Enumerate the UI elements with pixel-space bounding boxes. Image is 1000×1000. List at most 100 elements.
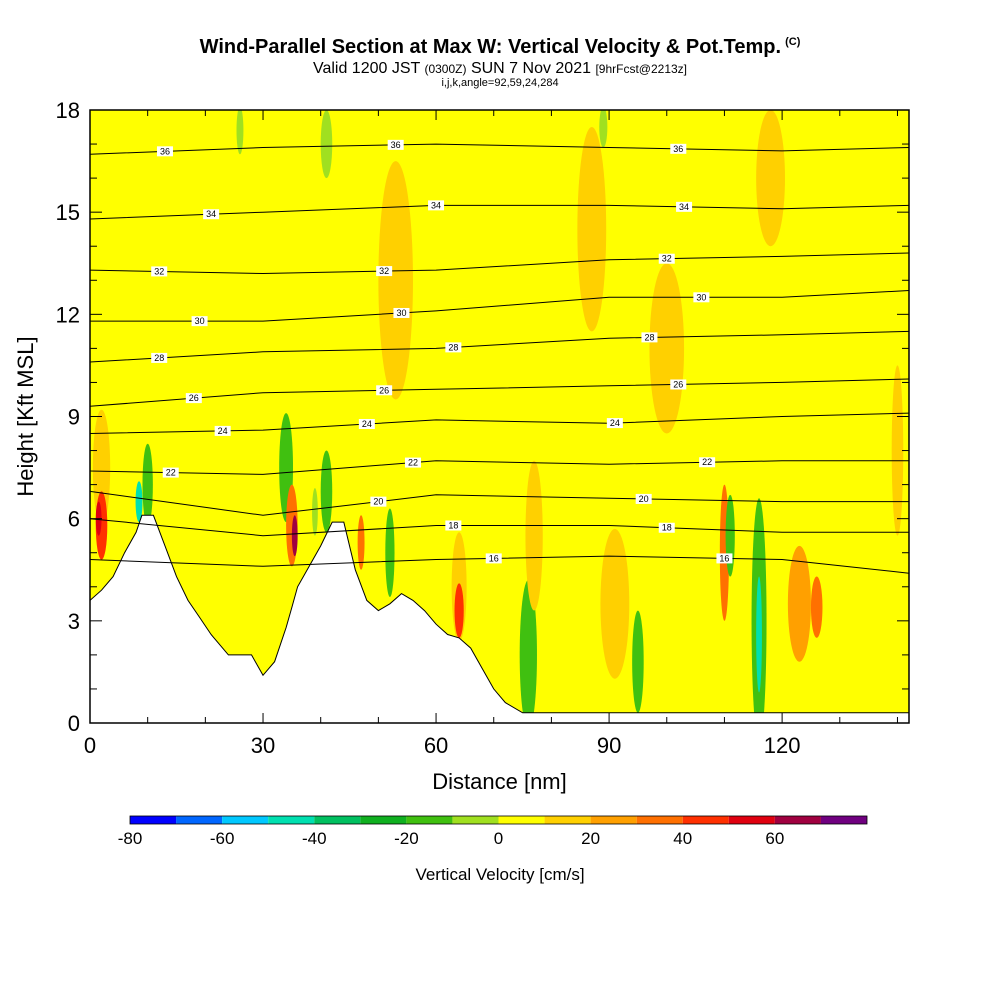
forecast-info: [9hrFcst@2213z] (595, 62, 688, 76)
utc-time: (0300Z) (424, 62, 467, 76)
contour-label-16-1: 16 (719, 553, 729, 563)
contour-label-18-0: 18 (448, 520, 458, 530)
colorbar-label-40: 40 (673, 829, 692, 848)
contour-label-26-0: 26 (189, 393, 199, 403)
theta-contour-22 (90, 460, 909, 475)
velocity-plume-24 (810, 576, 823, 638)
colorbar-swatch--30 (360, 816, 407, 824)
theta-contour-34 (90, 204, 909, 220)
valid-date: SUN 7 Nov 2021 (470, 60, 591, 77)
velocity-plume-16 (525, 460, 543, 611)
contour-label-bg-30-0 (191, 316, 208, 327)
colorbar-swatch--40 (314, 816, 361, 824)
contour-label-28-0: 28 (154, 353, 164, 363)
velocity-plume-10 (312, 488, 318, 536)
copyright-mark: (C) (785, 36, 801, 49)
y-tick-label-15: 15 (56, 200, 80, 225)
y-tick-label-9: 9 (68, 405, 80, 430)
contour-label-bg-28-2 (641, 332, 658, 343)
velocity-plume-18 (600, 528, 630, 679)
colorbar-swatch-50 (728, 816, 775, 824)
colorbar: -80 -60 -40 -20 0 20 40 60 Vertical Velocity [cm… (118, 815, 868, 884)
y-tick-label-0: 0 (68, 711, 80, 736)
colorbar-swatch-40 (682, 816, 729, 824)
colorbar-swatch--80 (130, 816, 177, 824)
contour-label-bg-30-2 (693, 292, 710, 303)
velocity-plume-14 (454, 583, 464, 638)
theta-contour-28 (90, 330, 909, 363)
contour-label-bg-26-2 (670, 379, 687, 390)
contour-label-20-1: 20 (639, 494, 649, 504)
contour-label-34-0: 34 (206, 209, 216, 219)
contour-label-bg-36-1 (387, 139, 404, 150)
contour-label-bg-18-1 (658, 522, 675, 533)
theta-contour-20 (90, 490, 909, 516)
velocity-plume-20 (725, 494, 735, 577)
contour-label-26-2: 26 (673, 379, 683, 389)
contour-label-32-2: 32 (662, 254, 672, 264)
theta-contour-24 (90, 412, 909, 434)
contour-label-bg-28-1 (445, 342, 462, 353)
y-tick-label-12: 12 (56, 302, 80, 327)
contour-label-bg-20-1 (635, 493, 652, 504)
theta-contour-36 (90, 143, 909, 155)
colorbar-label--80: -80 (118, 829, 143, 848)
valid-time: Valid 1200 JST (312, 60, 420, 77)
x-tick-label-120: 120 (764, 733, 801, 758)
contour-label-36-0: 36 (160, 146, 170, 156)
terrain (90, 514, 909, 723)
terrain-profile (90, 514, 909, 723)
colorbar-frame (129, 815, 868, 825)
velocity-plume-32 (891, 365, 904, 536)
contour-label-24-2: 24 (610, 418, 620, 428)
theta-contour-16 (90, 555, 909, 574)
contour-label-bg-22-2 (699, 457, 716, 468)
contour-label-bg-16-0 (485, 553, 502, 564)
contour-label-bg-18-0 (445, 520, 462, 531)
contour-label-bg-34-1 (428, 200, 445, 211)
contour-label-28-1: 28 (448, 342, 458, 352)
contour-label-20-0: 20 (373, 497, 383, 507)
x-tick-label-90: 90 (597, 733, 621, 758)
contour-label-34-1: 34 (431, 200, 441, 210)
colorbar-swatch--50 (268, 816, 315, 824)
contour-label-30-2: 30 (696, 292, 706, 302)
section-coords: i,j,k,angle=92,59,24,284 (441, 77, 559, 89)
contour-label-30-1: 30 (396, 308, 406, 318)
contour-label-bg-22-1 (404, 457, 421, 468)
velocity-plume-29 (599, 110, 608, 148)
colorbar-swatch-10 (544, 816, 591, 824)
colorbar-swatch-20 (590, 816, 637, 824)
velocity-plume-17 (632, 610, 644, 713)
x-axis-title: Distance [nm] (432, 769, 567, 794)
chart-subtitle: Valid 1200 JST (0300Z) SUN 7 Nov 2021 [9… (0, 60, 1000, 78)
theta-contour-18 (90, 518, 909, 537)
contour-label-26-1: 26 (379, 385, 389, 395)
velocity-plume-30 (236, 110, 244, 155)
colorbar-label-0: 0 (494, 829, 503, 848)
y-axis-title: Height [Kft MSL] (13, 336, 38, 496)
contour-label-32-1: 32 (379, 266, 389, 276)
velocity-plume-8 (291, 515, 298, 557)
contour-label-bg-26-1 (376, 385, 393, 396)
colorbar-swatch-60 (774, 816, 821, 824)
colorbar-swatch-70 (820, 816, 867, 824)
contour-label-bg-24-2 (606, 418, 623, 429)
contour-label-22-2: 22 (702, 457, 712, 467)
velocity-plume-23 (787, 545, 811, 662)
velocity-plume-1 (92, 409, 111, 526)
contour-label-30-0: 30 (195, 316, 205, 326)
colorbar-swatch--70 (176, 816, 223, 824)
contour-label-24-0: 24 (218, 426, 228, 436)
contour-label-32-0: 32 (154, 266, 164, 276)
contour-label-18-1: 18 (662, 523, 672, 533)
contour-label-bg-24-1 (358, 418, 375, 429)
contour-label-16-0: 16 (489, 553, 499, 563)
velocity-plume-5 (135, 481, 143, 523)
contour-label-bg-20-0 (370, 496, 387, 507)
theta-contour-26 (90, 378, 909, 407)
theta-contour-30 (90, 290, 909, 322)
contour-label-bg-26-0 (185, 393, 202, 404)
